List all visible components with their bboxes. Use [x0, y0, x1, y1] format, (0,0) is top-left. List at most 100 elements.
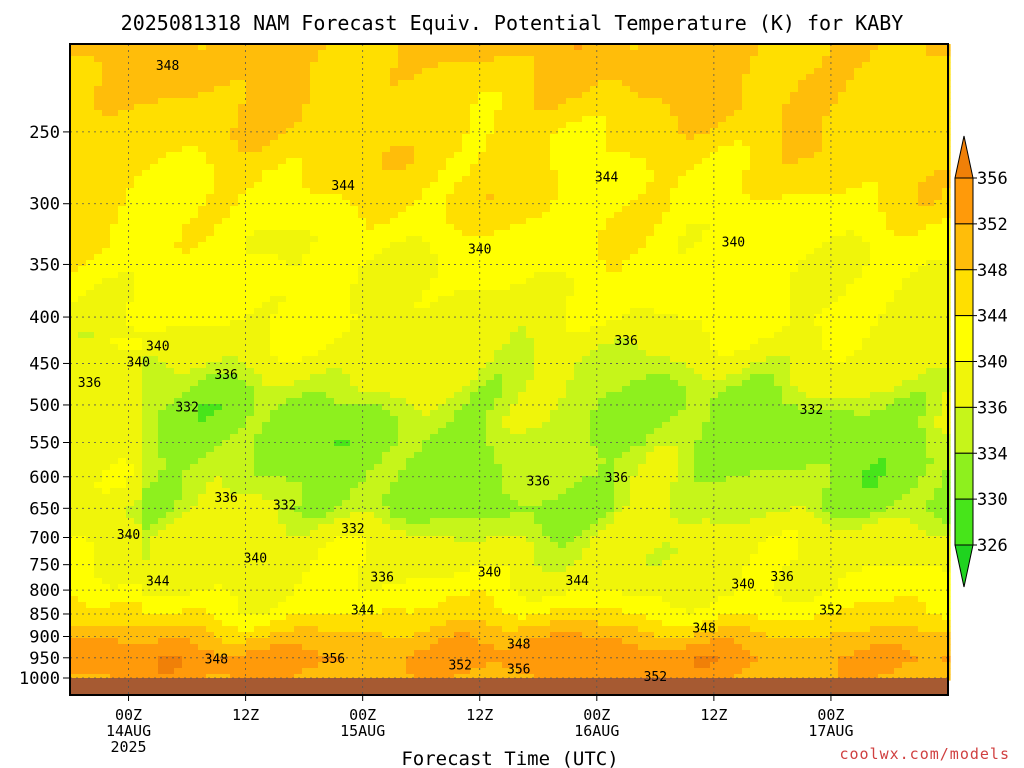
field-cell	[902, 302, 911, 309]
field-cell	[638, 284, 647, 291]
field-cell	[742, 164, 751, 171]
field-cell	[574, 92, 583, 99]
field-cell	[310, 98, 319, 105]
field-cell	[902, 284, 911, 291]
field-cell	[318, 146, 327, 153]
field-cell	[702, 110, 711, 117]
field-cell	[654, 272, 663, 279]
field-cell	[470, 308, 479, 315]
field-cell	[566, 272, 575, 279]
field-cell	[446, 104, 455, 111]
field-cell	[262, 158, 271, 165]
field-cell	[718, 104, 727, 111]
field-cell	[758, 122, 767, 129]
field-cell	[622, 158, 631, 165]
field-cell	[110, 116, 119, 123]
field-cell	[446, 272, 455, 279]
field-cell	[78, 176, 87, 183]
field-cell	[326, 188, 335, 195]
field-cell	[334, 98, 343, 105]
field-cell	[654, 248, 663, 255]
field-cell	[846, 308, 855, 315]
field-cell	[918, 242, 927, 249]
field-cell	[110, 56, 119, 63]
field-cell	[790, 248, 799, 255]
field-cell	[886, 170, 895, 177]
field-cell	[430, 230, 439, 237]
field-cell	[382, 128, 391, 135]
field-cell	[86, 290, 95, 297]
field-cell	[878, 248, 887, 255]
field-cell	[678, 242, 687, 249]
field-cell	[198, 284, 207, 291]
field-cell	[462, 224, 471, 231]
field-cell	[86, 212, 95, 219]
field-cell	[630, 50, 639, 57]
field-cell	[550, 308, 559, 315]
field-cell	[414, 218, 423, 225]
field-cell	[382, 116, 391, 123]
field-cell	[470, 254, 479, 261]
field-cell	[918, 74, 927, 81]
field-cell	[878, 86, 887, 93]
field-cell	[590, 104, 599, 111]
field-cell	[406, 230, 415, 237]
field-cell	[502, 104, 511, 111]
field-cell	[190, 278, 199, 285]
field-cell	[630, 92, 639, 99]
field-cell	[694, 206, 703, 213]
field-cell	[318, 74, 327, 81]
field-cell	[510, 206, 519, 213]
field-cell	[894, 62, 903, 69]
field-cell	[854, 212, 863, 219]
field-cell	[398, 44, 407, 51]
field-cell	[190, 176, 199, 183]
field-cell	[422, 272, 431, 279]
field-cell	[454, 92, 463, 99]
field-cell	[918, 50, 927, 57]
field-cell	[70, 302, 79, 309]
field-cell	[78, 194, 87, 201]
field-cell	[886, 158, 895, 165]
field-cell	[686, 212, 695, 219]
field-cell	[510, 80, 519, 87]
field-cell	[686, 194, 695, 201]
field-cell	[518, 278, 527, 285]
field-cell	[902, 272, 911, 279]
field-cell	[214, 206, 223, 213]
field-cell	[398, 50, 407, 57]
field-cell	[822, 272, 831, 279]
field-cell	[406, 56, 415, 63]
field-cell	[190, 92, 199, 99]
field-cell	[262, 164, 271, 171]
field-cell	[774, 134, 783, 141]
field-cell	[534, 170, 543, 177]
field-cell	[822, 68, 831, 75]
field-cell	[294, 110, 303, 117]
field-cell	[110, 242, 119, 249]
field-cell	[374, 80, 383, 87]
field-cell	[502, 62, 511, 69]
field-cell	[822, 290, 831, 297]
field-cell	[278, 86, 287, 93]
field-cell	[238, 74, 247, 81]
field-cell	[638, 236, 647, 243]
field-cell	[598, 182, 607, 189]
field-cell	[758, 104, 767, 111]
field-cell	[238, 272, 247, 279]
field-cell	[318, 56, 327, 63]
field-cell	[598, 116, 607, 123]
field-cell	[110, 146, 119, 153]
field-cell	[190, 122, 199, 129]
field-cell	[590, 140, 599, 147]
field-cell	[174, 134, 183, 141]
field-cell	[430, 200, 439, 207]
field-cell	[638, 98, 647, 105]
field-cell	[374, 74, 383, 81]
field-cell	[790, 122, 799, 129]
field-cell	[870, 242, 879, 249]
field-cell	[718, 164, 727, 171]
field-cell	[398, 164, 407, 171]
field-cell	[790, 308, 799, 315]
field-cell	[334, 92, 343, 99]
